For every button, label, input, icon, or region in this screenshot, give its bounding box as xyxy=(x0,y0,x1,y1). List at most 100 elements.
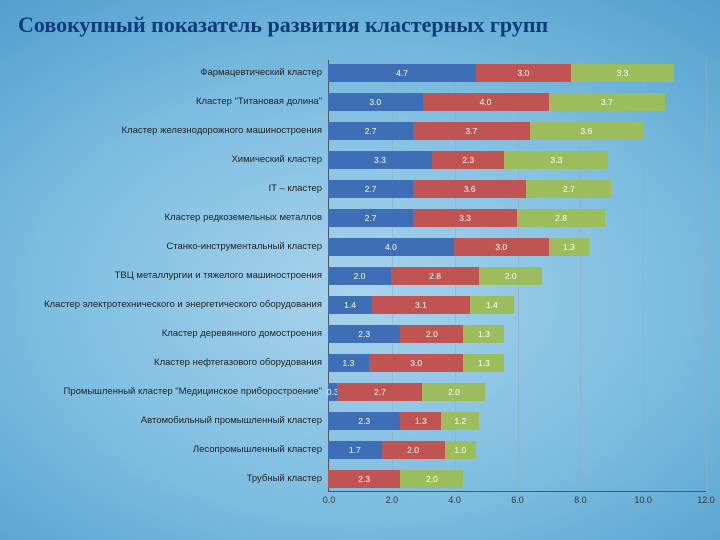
bar-segment: 2.7 xyxy=(526,180,611,198)
bar-segment: 3.7 xyxy=(549,93,666,111)
x-tick-label: 0.0 xyxy=(323,495,336,505)
category-label: ТВЦ металлургии и тяжелого машиностроени… xyxy=(18,271,328,281)
bar-stack: 2.02.82.0 xyxy=(328,267,706,285)
bar-segment: 2.3 xyxy=(432,151,504,169)
bar-segment: 2.0 xyxy=(382,441,445,459)
bar-row: Кластер нефтегазового оборудования1.33.0… xyxy=(18,350,706,376)
category-label: Кластер электротехнического и энергетиче… xyxy=(18,300,328,310)
bar-stack: 1.72.01.0 xyxy=(328,441,706,459)
bar-segment: 3.6 xyxy=(413,180,526,198)
x-tick-label: 4.0 xyxy=(448,495,461,505)
category-label: Станко-инструментальный кластер xyxy=(18,242,328,252)
gridline xyxy=(706,60,707,491)
bar-segment: 2.7 xyxy=(328,122,413,140)
bar-row: Станко-инструментальный кластер4.03.01.3 xyxy=(18,234,706,260)
bar-row: Химический кластер3.32.33.3 xyxy=(18,147,706,173)
bar-segment: 2.8 xyxy=(391,267,479,285)
bar-row: ТВЦ металлургии и тяжелого машиностроени… xyxy=(18,263,706,289)
bar-segment: 2.7 xyxy=(337,383,422,401)
category-label: Химический кластер xyxy=(18,155,328,165)
category-label: IT – кластер xyxy=(18,184,328,194)
bar-segment: 1.3 xyxy=(549,238,590,256)
bar-segment: 3.1 xyxy=(372,296,470,314)
bar-segment: 3.3 xyxy=(328,151,432,169)
bar-row: Лесопромышленный кластер1.72.01.0 xyxy=(18,437,706,463)
bar-stack: 0.32.72.0 xyxy=(328,383,706,401)
bar-segment: 2.0 xyxy=(328,267,391,285)
bar-row: Автомобильный промышленный кластер2.31.3… xyxy=(18,408,706,434)
bar-segment: 3.7 xyxy=(413,122,530,140)
bar-segment: 3.0 xyxy=(476,64,571,82)
bar-segment: 2.0 xyxy=(479,267,542,285)
x-tick-label: 10.0 xyxy=(634,495,652,505)
category-label: Кластер нефтегазового оборудования xyxy=(18,358,328,368)
bar-segment: 2.7 xyxy=(328,180,413,198)
bar-row: Кластер редкоземельных металлов2.73.32.8 xyxy=(18,205,706,231)
bar-segment: 2.7 xyxy=(328,209,413,227)
bar-segment: 1.0 xyxy=(445,441,477,459)
bar-row: Промышленный кластер "Медицинское прибор… xyxy=(18,379,706,405)
bar-segment: 3.0 xyxy=(454,238,549,256)
category-label: Фармацевтический кластер xyxy=(18,68,328,78)
bar-segment: 0.3 xyxy=(328,383,337,401)
bar-segment: 2.3 xyxy=(328,325,400,343)
category-label: Автомобильный промышленный кластер xyxy=(18,416,328,426)
bar-stack: 4.73.03.3 xyxy=(328,64,706,82)
bar-segment: 1.4 xyxy=(328,296,372,314)
bar-stack: 1.33.01.3 xyxy=(328,354,706,372)
bar-segment: 1.3 xyxy=(463,325,504,343)
bar-segment: 3.0 xyxy=(328,93,423,111)
bar-segment: 1.2 xyxy=(441,412,479,430)
bar-segment: 2.0 xyxy=(400,470,463,488)
bar-segment: 2.0 xyxy=(422,383,485,401)
bar-segment: 3.0 xyxy=(369,354,464,372)
bar-segment: 1.3 xyxy=(400,412,441,430)
bar-stack: 2.32.0 xyxy=(328,470,706,488)
category-label: Кластер железнодорожного машиностроения xyxy=(18,126,328,136)
bar-segment: 2.3 xyxy=(328,412,400,430)
category-label: Промышленный кластер "Медицинское прибор… xyxy=(18,387,328,397)
bar-segment: 3.3 xyxy=(571,64,675,82)
slide-title: Совокупный показатель развития кластерны… xyxy=(0,0,720,38)
category-label: Кластер "Титановая долина" xyxy=(18,97,328,107)
bar-row: Кластер железнодорожного машиностроения2… xyxy=(18,118,706,144)
bar-segment: 4.7 xyxy=(328,64,476,82)
category-label: Трубный кластер xyxy=(18,474,328,484)
bar-segment: 3.6 xyxy=(530,122,643,140)
bar-stack: 3.32.33.3 xyxy=(328,151,706,169)
x-tick-label: 12.0 xyxy=(697,495,715,505)
bar-stack: 3.04.03.7 xyxy=(328,93,706,111)
bar-segment: 3.3 xyxy=(504,151,608,169)
bar-segment: 2.0 xyxy=(400,325,463,343)
bar-segment: 1.4 xyxy=(470,296,514,314)
bar-stack: 2.32.01.3 xyxy=(328,325,706,343)
bar-segment: 4.0 xyxy=(423,93,549,111)
bar-rows: Фармацевтический кластер4.73.03.3Кластер… xyxy=(18,60,706,492)
bar-stack: 1.43.11.4 xyxy=(328,296,706,314)
bar-segment: 3.3 xyxy=(413,209,517,227)
bar-row: Кластер "Титановая долина"3.04.03.7 xyxy=(18,89,706,115)
bar-stack: 2.73.32.8 xyxy=(328,209,706,227)
category-label: Кластер деревянного домостроения xyxy=(18,329,328,339)
bar-row: IT – кластер2.73.62.7 xyxy=(18,176,706,202)
x-tick-label: 2.0 xyxy=(386,495,399,505)
bar-stack: 2.31.31.2 xyxy=(328,412,706,430)
bar-row: Фармацевтический кластер4.73.03.3 xyxy=(18,60,706,86)
bar-segment: 1.3 xyxy=(463,354,504,372)
x-tick-label: 8.0 xyxy=(574,495,587,505)
bar-segment: 2.3 xyxy=(328,470,400,488)
category-label: Кластер редкоземельных металлов xyxy=(18,213,328,223)
bar-row: Кластер электротехнического и энергетиче… xyxy=(18,292,706,318)
bar-stack: 2.73.73.6 xyxy=(328,122,706,140)
bar-segment: 1.7 xyxy=(328,441,382,459)
bar-segment: 4.0 xyxy=(328,238,454,256)
category-label: Лесопромышленный кластер xyxy=(18,445,328,455)
bar-segment: 2.8 xyxy=(517,209,605,227)
x-tick-label: 6.0 xyxy=(511,495,524,505)
chart-container: 0.02.04.06.08.010.012.0 Фармацевтический… xyxy=(18,60,706,524)
bar-stack: 4.03.01.3 xyxy=(328,238,706,256)
bar-row: Кластер деревянного домостроения2.32.01.… xyxy=(18,321,706,347)
bar-segment: 1.3 xyxy=(328,354,369,372)
bar-row: Трубный кластер2.32.0 xyxy=(18,466,706,492)
bar-stack: 2.73.62.7 xyxy=(328,180,706,198)
